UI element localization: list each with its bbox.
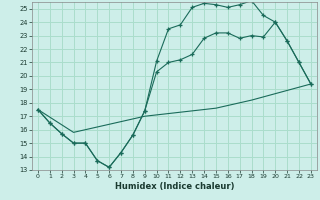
X-axis label: Humidex (Indice chaleur): Humidex (Indice chaleur) bbox=[115, 182, 234, 191]
